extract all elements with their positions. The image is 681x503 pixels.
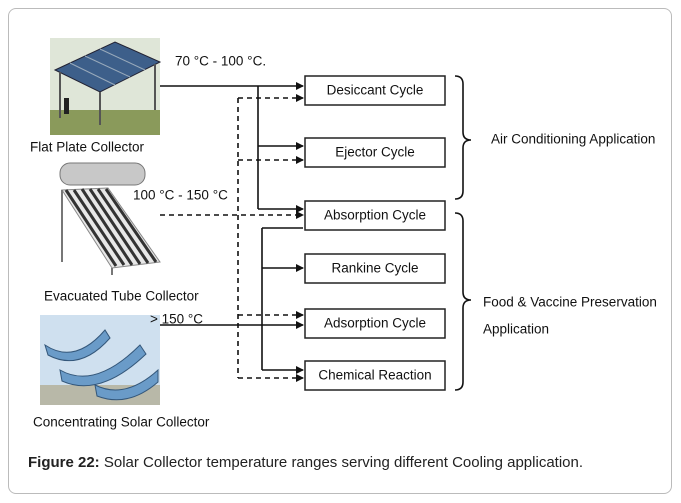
cycle-label: Chemical Reaction <box>318 368 431 383</box>
cycle-box <box>304 75 446 106</box>
cycle-label: Adsorption Cycle <box>324 316 426 331</box>
collector-label: Concentrating Solar Collector <box>33 415 210 430</box>
caption: Figure 22: Solar Collector temperature r… <box>28 452 660 473</box>
connectors <box>160 75 472 391</box>
flat-plate-image <box>50 38 162 135</box>
cycle-box <box>304 137 446 168</box>
diagram: Flat Plate Collector Evacuated Tube Coll… <box>30 38 657 430</box>
temperature-label: 100 °C - 150 °C <box>133 188 228 203</box>
figure-frame <box>8 8 672 494</box>
application-label: Application <box>483 322 549 337</box>
cycle-label: Ejector Cycle <box>335 145 415 160</box>
application-label: Air Conditioning Application <box>491 132 655 147</box>
cycle-label: Rankine Cycle <box>331 261 418 276</box>
application-label: Food & Vaccine Preservation <box>483 295 657 310</box>
collector-label: Flat Plate Collector <box>30 140 145 155</box>
cycle-label: Absorption Cycle <box>324 208 426 223</box>
temperature-label: > 150 °C <box>150 312 203 327</box>
evacuated-tube-image <box>59 162 161 275</box>
concentrating-image <box>40 315 160 405</box>
temperature-label: 70 °C - 100 °C. <box>175 54 266 69</box>
cycle-box <box>304 200 446 231</box>
cycle-box <box>304 360 446 391</box>
cycle-label: Desiccant Cycle <box>327 83 424 98</box>
collector-label: Evacuated Tube Collector <box>44 289 199 304</box>
caption-text: Solar Collector temperature ranges servi… <box>103 454 584 471</box>
cycle-box <box>304 308 446 339</box>
cycle-box <box>304 253 446 284</box>
caption-label: Figure 22: <box>28 454 100 471</box>
